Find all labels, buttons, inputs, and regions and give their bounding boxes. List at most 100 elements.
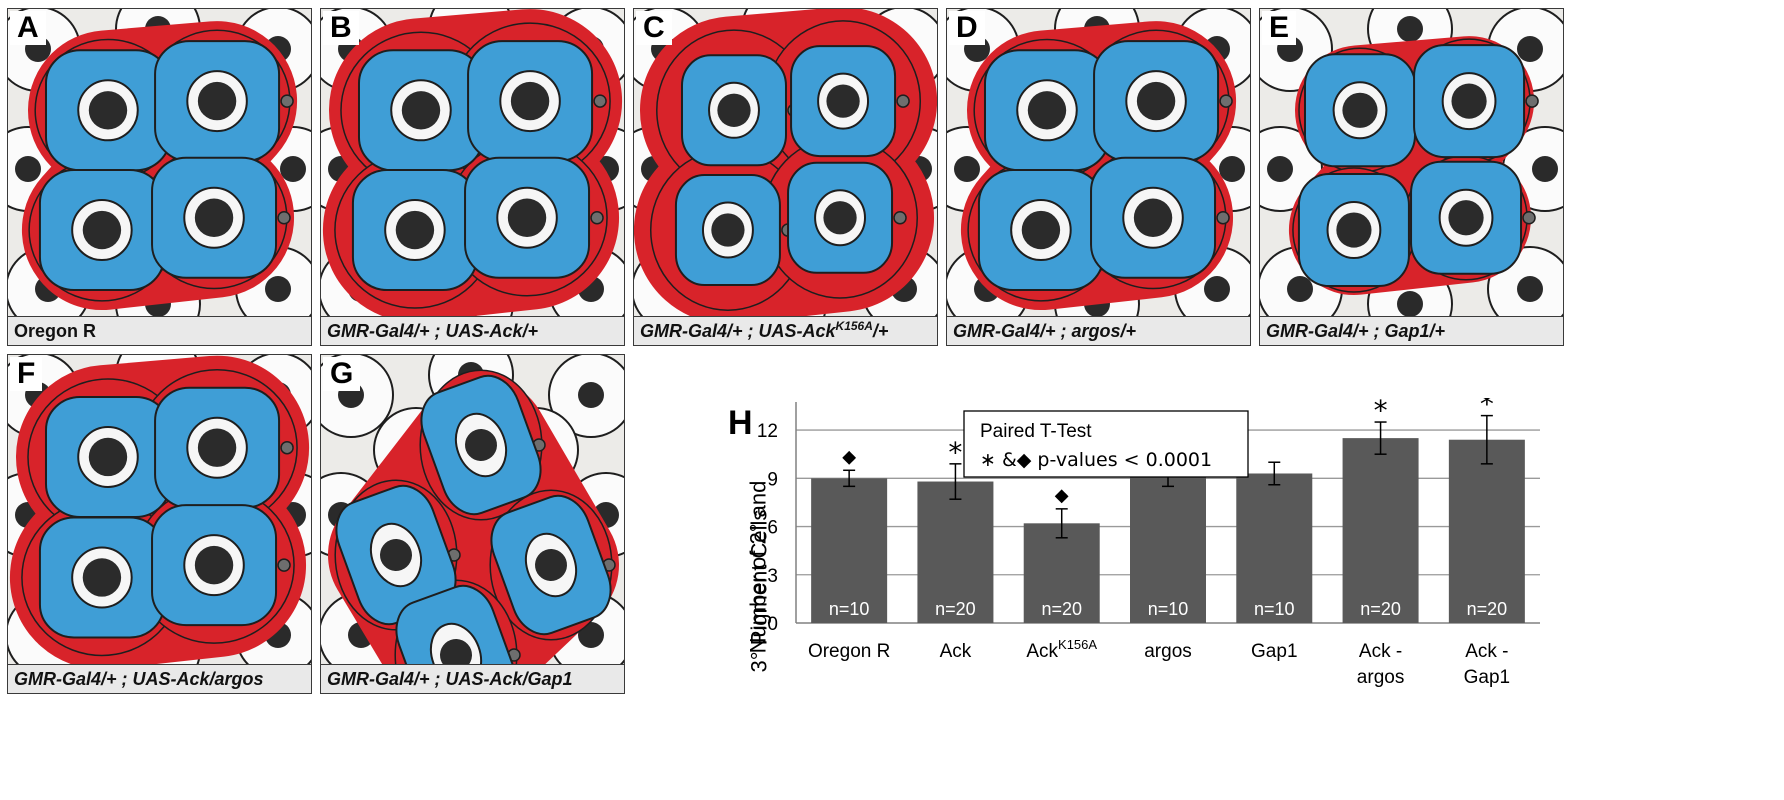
significance-marker: ◆ [842, 446, 856, 467]
ommatidium [467, 40, 594, 163]
panel-letter: F [10, 357, 43, 391]
panel-g: G GMR-Gal4/+ ; UAS-Ack/Gap1 [320, 354, 625, 694]
cone-cell-nucleus [535, 549, 567, 581]
cone-cell-nucleus [717, 93, 751, 127]
ommatidium [38, 169, 165, 292]
cone-cell-nucleus [88, 91, 128, 130]
panel-e: E GMR-Gal4/+ ; Gap1/+ [1259, 8, 1564, 346]
cone-cell-nucleus [440, 639, 472, 664]
x-tick-label: Ack [940, 641, 972, 662]
bar-chart: 0 3 6 9 12 n=10 ◆ Oregon R n=20 * Ack n=20 ◆ AckK156A… [757, 398, 1540, 688]
cone-cell-nucleus [1136, 81, 1176, 121]
x-tick-label: Gap1 [1251, 641, 1297, 662]
n-label: n=20 [935, 599, 976, 619]
panel-caption: Oregon R [8, 316, 311, 345]
outer-ommatidium-core [1397, 16, 1423, 42]
panel-caption: GMR-Gal4/+ ; UAS-Ack/+ [321, 316, 624, 345]
y-tick-label: 12 [757, 421, 778, 442]
bristle-cell [1219, 94, 1233, 108]
panel-letter: A [10, 11, 46, 45]
cone-cell-nucleus [465, 429, 497, 461]
outer-ommatidium-core [1517, 276, 1543, 302]
bar [811, 478, 888, 623]
x-tick-label: Ack - [1359, 641, 1402, 662]
x-tick-label: Ack - [1465, 641, 1508, 662]
bristle-cell [280, 94, 294, 108]
panel-f: F GMR-Gal4/+ ; UAS-Ack/argos [7, 354, 312, 694]
y-tick-label: 3 [767, 566, 778, 587]
cone-cell-nucleus [1342, 92, 1378, 128]
panel-caption: GMR-Gal4/+ ; UAS-Ack/argos [8, 664, 311, 693]
n-label: n=10 [1254, 599, 1295, 619]
bar [1236, 473, 1313, 623]
n-label: n=10 [1148, 599, 1189, 619]
panel-caption: GMR-Gal4/+ ; argos/+ [947, 316, 1250, 345]
outer-ommatidium-core [15, 156, 41, 182]
bristle-cell [896, 94, 910, 108]
cone-cell-nucleus [823, 201, 857, 235]
bristle-cell [1216, 211, 1230, 225]
cone-cell-nucleus [194, 545, 234, 585]
cone-cell-nucleus [1027, 91, 1067, 130]
panel-letter: D [949, 11, 985, 45]
cone-cell-nucleus [1133, 198, 1173, 237]
panel-caption: GMR-Gal4/+ ; UAS-AckK156A/+ [634, 316, 937, 345]
x-tick-label: Oregon R [808, 641, 890, 662]
ommatidium [351, 169, 478, 292]
cone-cell-nucleus [510, 81, 550, 121]
ommatidium [674, 174, 781, 287]
ommatidium [1093, 40, 1220, 163]
panel-caption: GMR-Gal4/+ ; Gap1/+ [1260, 316, 1563, 345]
ommatidium [1297, 173, 1410, 288]
cone-cell-nucleus [401, 91, 441, 130]
significance-marker: ◆ [1055, 485, 1069, 506]
cone-cell-nucleus [507, 198, 547, 237]
cone-cell-nucleus [1021, 210, 1061, 250]
x-tick-label: argos [1144, 641, 1192, 662]
panel-letter-h: H [728, 404, 753, 442]
bar [1342, 438, 1419, 623]
ommatidium [151, 156, 278, 279]
ommatidium [790, 45, 897, 158]
cone-cell-nucleus [395, 210, 435, 250]
cone-cell-nucleus [711, 213, 745, 247]
ommatidium [357, 49, 484, 172]
bristle-cell [1525, 94, 1539, 108]
outer-ommatidium-core [280, 156, 306, 182]
n-label: n=20 [1360, 599, 1401, 619]
cone-cell-nucleus [826, 84, 860, 118]
outer-ommatidium-core [1532, 156, 1558, 182]
cone-cell-nucleus [82, 558, 122, 597]
ommatidium [395, 584, 517, 664]
ommatidium [154, 40, 281, 163]
micrograph-a [8, 9, 311, 316]
ommatidium [680, 54, 787, 167]
outer-ommatidium-core [578, 382, 604, 408]
n-label: n=10 [829, 599, 870, 619]
cone-cell-nucleus [197, 81, 237, 121]
panel-c: C GMR-Gal4/+ ; UAS-AckK156A/+ [633, 8, 938, 346]
panel-letter: C [636, 11, 672, 45]
bristle-cell [893, 211, 907, 225]
micrograph-e [1260, 9, 1563, 316]
outer-ommatidium-core [954, 156, 980, 182]
legend-title: Paired T-Test [980, 421, 1092, 442]
cone-cell-nucleus [194, 198, 234, 237]
micrograph-b [321, 9, 624, 316]
outer-ommatidium-core [1204, 276, 1230, 302]
bar [1023, 523, 1100, 623]
micrograph-d [947, 9, 1250, 316]
y-tick-label: 0 [767, 614, 778, 635]
ommatidium [1090, 156, 1217, 279]
ommatidium [464, 156, 591, 279]
n-label: n=20 [1041, 599, 1082, 619]
ommatidium [983, 49, 1110, 172]
legend-line: ∗ &◆ p-values < 0.0001 [980, 449, 1212, 471]
panel-a: A Oregon R [7, 8, 312, 346]
panel-letter: B [323, 11, 359, 45]
panel-letter: G [323, 357, 361, 391]
cone-cell-nucleus [197, 428, 237, 467]
ommatidium [44, 395, 171, 518]
ommatidium [151, 504, 278, 627]
x-tick-label: Gap1 [1464, 667, 1510, 688]
